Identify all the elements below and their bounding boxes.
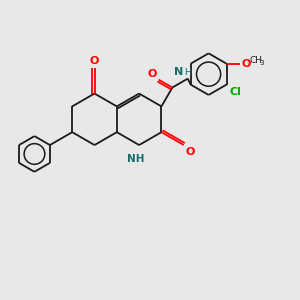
Text: O: O [242,59,251,69]
Text: H: H [184,68,191,76]
Text: Cl: Cl [230,86,242,97]
Text: CH: CH [249,56,262,65]
Text: 3: 3 [259,60,264,66]
Text: O: O [90,56,99,66]
Text: O: O [186,147,195,157]
Text: NH: NH [128,154,145,164]
Text: O: O [147,69,157,79]
Text: N: N [174,67,183,76]
